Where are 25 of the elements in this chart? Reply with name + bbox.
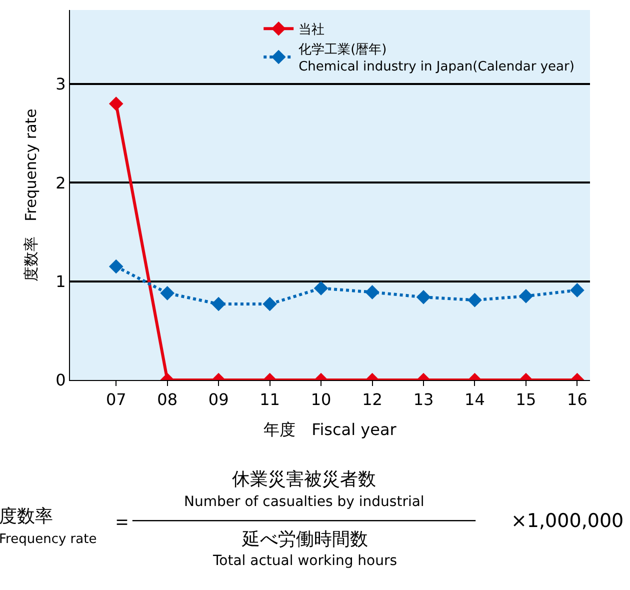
x-axis-title: 年度 Fiscal year	[264, 420, 397, 439]
y-axis-title: 度数率 Frequency rate	[22, 108, 40, 282]
x-tick-label: 14	[464, 390, 485, 410]
x-tick-label: 16	[567, 390, 588, 410]
y-tick-label: 2	[56, 173, 66, 192]
y-tick-label: 3	[56, 74, 66, 94]
text: Frequency rate	[0, 532, 97, 547]
text: 休業災害被災者数	[232, 469, 376, 490]
y-tick-label: 1	[56, 272, 66, 291]
x-tick-label: 15	[516, 390, 536, 410]
y-tick-label: 0	[56, 370, 66, 390]
legend-label: 当社	[298, 22, 325, 38]
x-tick-label: 12	[362, 390, 382, 410]
x-tick-label: 10	[310, 390, 332, 410]
text: ×1,000,000	[511, 510, 624, 532]
x-tick-label: 08	[157, 390, 178, 410]
x-tick-label: 13	[413, 390, 434, 410]
text: Number of casualties by industrial	[184, 494, 424, 510]
legend-label: 化学工業(暦年) Chemical industry in Japan(Calendar year)	[298, 42, 574, 75]
text: ＝	[112, 509, 132, 533]
x-tick-label: 11	[260, 390, 280, 410]
text: Total actual working hours	[212, 553, 398, 569]
x-tick-label: 09	[208, 390, 229, 410]
x-tick-label: 07	[106, 390, 126, 410]
text: 延べ労働時間数	[241, 529, 368, 550]
